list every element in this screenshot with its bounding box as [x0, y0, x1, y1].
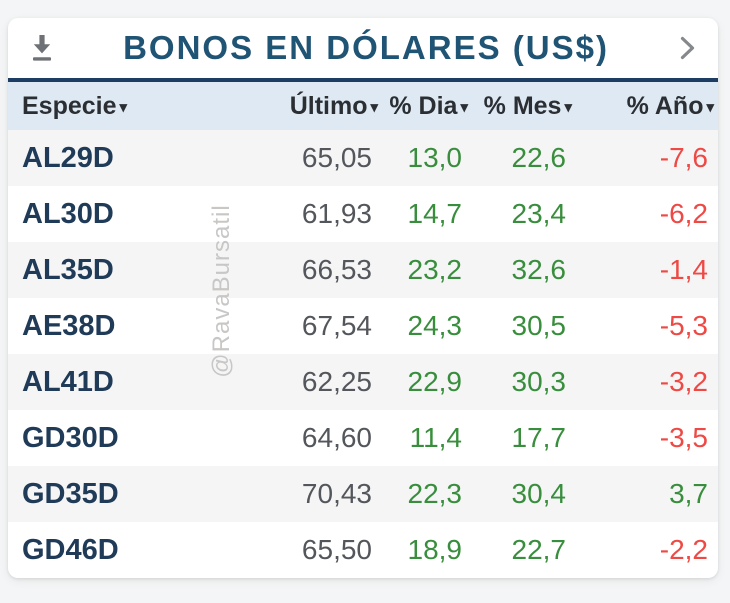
cell-ano: -2,2	[659, 534, 708, 565]
cell-especie: AL30D	[22, 197, 114, 230]
column-label: Último	[289, 91, 368, 120]
sort-caret-icon: ▾	[370, 98, 378, 116]
bonds-table: Especie ▾ Último ▾% Dia ▾% Mes ▾% Año ▾ AL29D 6…	[8, 82, 718, 578]
widget-title: BONOS EN DÓLARES (US$)	[123, 29, 609, 66]
column-label: % Mes	[483, 91, 562, 120]
cell-ano: -7,6	[659, 142, 708, 173]
cell-especie: GD30D	[22, 421, 119, 454]
column-header-ano[interactable]: % Año ▾	[576, 82, 718, 130]
cell-dia: 14,7	[407, 198, 463, 229]
cell-dia: 13,0	[407, 142, 463, 173]
expand-button[interactable]	[676, 33, 698, 63]
column-label: Especie	[22, 91, 117, 120]
cell-ano: -3,2	[659, 366, 708, 397]
cell-especie: AL29D	[22, 141, 114, 174]
table-row-al41d[interactable]: AL41D 62,25 22,9 30,3 -3,2	[8, 354, 718, 410]
cell-especie: AL41D	[22, 365, 114, 398]
sort-caret-icon: ▾	[460, 98, 468, 116]
column-label: % Dia	[389, 91, 458, 120]
column-header-dia[interactable]: % Dia ▾	[382, 82, 472, 130]
cell-ultimo: 65,50	[301, 534, 372, 565]
cell-dia: 23,2	[407, 254, 463, 285]
sort-caret-icon: ▾	[119, 98, 128, 116]
cell-ultimo: 61,93	[301, 198, 372, 229]
title-divider	[8, 78, 718, 82]
table-row-al29d[interactable]: AL29D 65,05 13,0 22,6 -7,6	[8, 130, 718, 186]
cell-mes: 23,4	[511, 198, 567, 229]
cell-ultimo: 70,43	[301, 478, 372, 509]
table-row-al35d[interactable]: AL35D 66,53 23,2 32,6 -1,4	[8, 242, 718, 298]
table-row-al30d[interactable]: AL30D 61,93 14,7 23,4 -6,2	[8, 186, 718, 242]
cell-ultimo: 65,05	[301, 142, 372, 173]
cell-dia: 22,3	[407, 478, 463, 509]
cell-dia: 18,9	[407, 534, 463, 565]
cell-dia: 22,9	[407, 366, 463, 397]
cell-ano: -6,2	[659, 198, 708, 229]
cell-ultimo: 67,54	[301, 310, 372, 341]
cell-mes: 22,6	[511, 142, 567, 173]
column-header-ultimo[interactable]: Último ▾	[183, 82, 382, 130]
sort-caret-icon: ▾	[706, 98, 714, 116]
cell-dia: 24,3	[407, 310, 463, 341]
column-header-especie[interactable]: Especie ▾	[8, 82, 183, 130]
sort-caret-icon: ▾	[564, 98, 572, 116]
chevron-right-icon	[680, 36, 694, 60]
cell-mes: 32,6	[511, 254, 567, 285]
cell-ano: 3,7	[669, 478, 708, 509]
column-label: % Año	[626, 91, 704, 120]
download-icon	[33, 35, 51, 61]
column-header-mes[interactable]: % Mes ▾	[472, 82, 576, 130]
widget-titlebar: BONOS EN DÓLARES (US$)	[8, 18, 718, 78]
cell-ano: -3,5	[659, 422, 708, 453]
bonds-widget-card: BONOS EN DÓLARES (US$) Especie ▾ Último ▾% …	[8, 18, 718, 578]
cell-especie: AL35D	[22, 253, 114, 286]
cell-ultimo: 64,60	[301, 422, 372, 453]
cell-especie: GD46D	[22, 533, 119, 566]
cell-mes: 22,7	[511, 534, 567, 565]
cell-especie: AE38D	[22, 309, 116, 342]
table-row-ae38d[interactable]: AE38D 67,54 24,3 30,5 -5,3	[8, 298, 718, 354]
download-button[interactable]	[28, 32, 56, 64]
cell-mes: 30,4	[511, 478, 567, 509]
cell-mes: 30,5	[511, 310, 567, 341]
cell-ano: -5,3	[659, 310, 708, 341]
cell-ano: -1,4	[659, 254, 708, 285]
table-header-row: Especie ▾ Último ▾% Dia ▾% Mes ▾% Año ▾	[8, 82, 718, 130]
table-body: AL29D 65,05 13,0 22,6 -7,6 AL30D 61,93 14,7 23,4…	[8, 130, 718, 578]
cell-mes: 30,3	[511, 366, 567, 397]
cell-ultimo: 66,53	[301, 254, 372, 285]
cell-especie: GD35D	[22, 477, 119, 510]
cell-dia: 11,4	[409, 422, 462, 453]
table-row-gd35d[interactable]: GD35D 70,43 22,3 30,4 3,7	[8, 466, 718, 522]
table-row-gd46d[interactable]: GD46D 65,50 18,9 22,7 -2,2	[8, 522, 718, 578]
cell-mes: 17,7	[511, 422, 567, 453]
table-row-gd30d[interactable]: GD30D 64,60 11,4 17,7 -3,5	[8, 410, 718, 466]
cell-ultimo: 62,25	[301, 366, 372, 397]
